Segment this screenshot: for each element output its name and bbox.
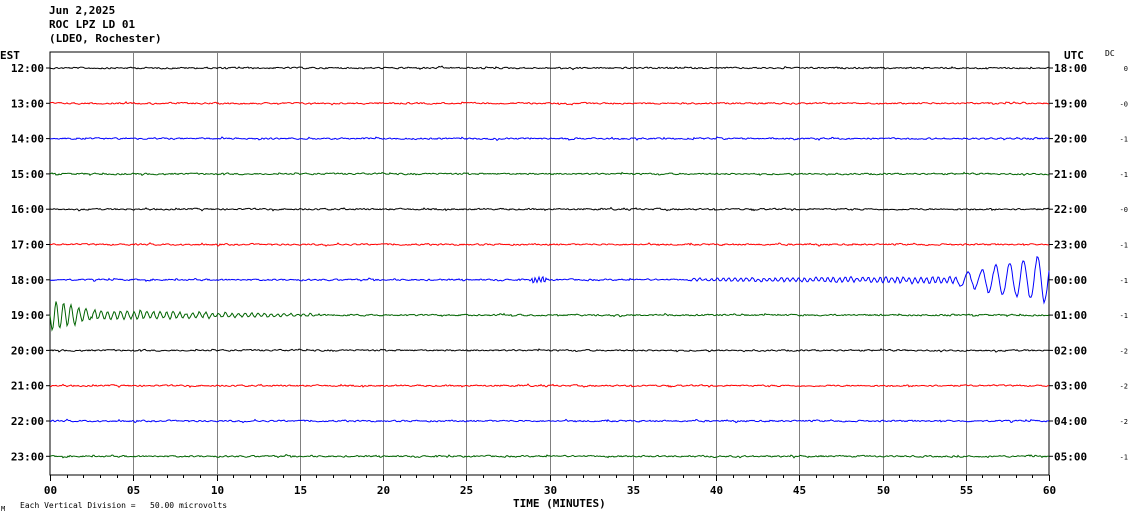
- dc-offset-label: -1: [1120, 453, 1128, 461]
- trace-line: [49, 301, 1050, 332]
- utc-hour-label: 02:00: [1054, 344, 1087, 357]
- x-tick-label: 40: [710, 484, 723, 497]
- est-axis-title: EST: [0, 49, 20, 62]
- dc-offset-label: -2: [1120, 418, 1128, 426]
- dc-offset-label: -1: [1120, 312, 1128, 320]
- dc-offset-label: 0: [1124, 65, 1128, 73]
- x-tick-label: 30: [544, 484, 557, 497]
- dc-offset-label: -1: [1120, 242, 1128, 250]
- utc-hour-label: 05:00: [1054, 450, 1087, 463]
- est-hour-label: 16:00: [11, 203, 44, 216]
- est-hour-label: 21:00: [11, 380, 44, 393]
- trace-line: [49, 256, 1050, 305]
- utc-hour-label: 18:00: [1054, 62, 1087, 75]
- dc-offset-label: -2: [1120, 383, 1128, 391]
- utc-hour-label: 23:00: [1054, 239, 1087, 252]
- dc-offset-label: -2: [1120, 347, 1128, 355]
- trace-line: [49, 383, 1049, 389]
- trace-line: [49, 136, 1050, 142]
- est-hour-label: 18:00: [11, 274, 44, 287]
- utc-hour-label: 22:00: [1054, 203, 1087, 216]
- est-hour-label: 20:00: [11, 344, 44, 357]
- footer-mark: M: [1, 505, 6, 513]
- trace-line: [49, 100, 1050, 106]
- trace-line: [49, 65, 1050, 71]
- dc-offset-label: -0: [1120, 206, 1128, 214]
- utc-axis-title: UTC: [1064, 49, 1084, 62]
- est-hour-label: 23:00: [11, 450, 44, 463]
- header-date: Jun 2,2025: [49, 4, 116, 17]
- utc-hour-label: 03:00: [1054, 380, 1087, 393]
- x-tick-label: 15: [294, 484, 307, 497]
- x-tick-label: 05: [127, 484, 140, 497]
- est-hour-label: 14:00: [11, 133, 44, 146]
- x-tick-label: 45: [793, 484, 806, 497]
- dc-offset-label: -1: [1120, 171, 1128, 179]
- trace-line: [49, 418, 1050, 424]
- footer-scale-note: Each Vertical Division = 50.00 microvolt…: [20, 501, 228, 510]
- est-hour-label: 22:00: [11, 415, 44, 428]
- dc-offset-label: -1: [1120, 277, 1128, 285]
- x-tick-label: 00: [44, 484, 57, 497]
- x-tick-label: 35: [627, 484, 640, 497]
- x-tick-label: 55: [960, 484, 973, 497]
- trace-line: [49, 171, 1050, 176]
- est-hour-label: 12:00: [11, 62, 44, 75]
- x-tick-label: 20: [377, 484, 390, 497]
- trace-line: [49, 454, 1050, 459]
- trace-line: [49, 206, 1050, 212]
- utc-hour-label: 19:00: [1054, 97, 1087, 110]
- est-hour-label: 17:00: [11, 239, 44, 252]
- est-hour-label: 19:00: [11, 309, 44, 322]
- plot-frame: [49, 51, 1050, 476]
- x-tick-label: 50: [877, 484, 890, 497]
- utc-hour-label: 04:00: [1054, 415, 1087, 428]
- header-station: ROC LPZ LD 01: [49, 18, 136, 31]
- est-hour-label: 15:00: [11, 168, 44, 181]
- trace-line: [49, 242, 1049, 247]
- x-tick-label: 25: [460, 484, 473, 497]
- utc-hour-label: 01:00: [1054, 309, 1087, 322]
- trace-line: [49, 348, 1050, 353]
- header-network: (LDEO, Rochester): [49, 32, 162, 45]
- dc-offset-label: -1: [1120, 136, 1128, 144]
- utc-hour-label: 21:00: [1054, 168, 1087, 181]
- utc-hour-label: 20:00: [1054, 133, 1087, 146]
- dc-title: DC: [1105, 49, 1115, 58]
- est-hour-label: 13:00: [11, 97, 44, 110]
- utc-hour-label: 00:00: [1054, 274, 1087, 287]
- x-tick-label: 60: [1043, 484, 1056, 497]
- x-axis-label: TIME (MINUTES): [513, 497, 606, 510]
- x-tick-label: 10: [211, 484, 224, 497]
- dc-offset-label: -0: [1120, 100, 1128, 108]
